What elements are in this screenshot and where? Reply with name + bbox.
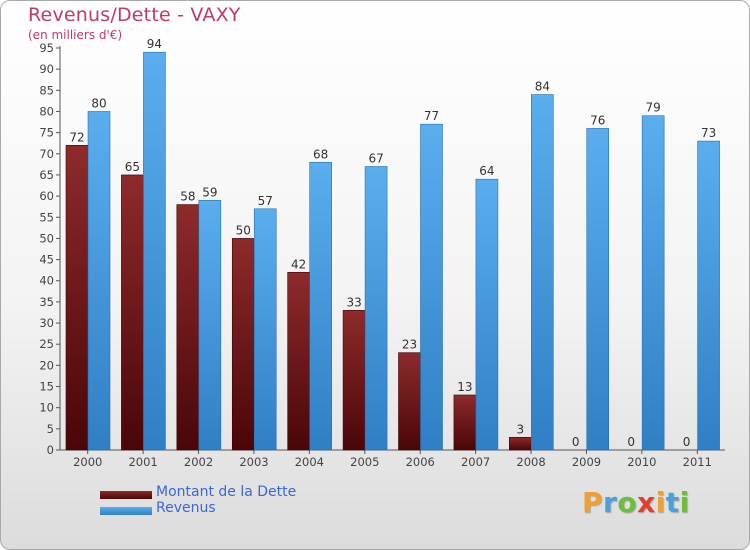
legend-swatch-debt bbox=[100, 491, 152, 499]
proxiti-logo: Proxiti bbox=[582, 486, 690, 519]
y-tick-label: 5 bbox=[47, 422, 54, 436]
y-tick-label: 85 bbox=[39, 83, 54, 97]
y-tick-label: 30 bbox=[39, 316, 54, 330]
bar-debt bbox=[453, 394, 477, 451]
bar-debt bbox=[287, 271, 310, 451]
y-tick-label: 95 bbox=[39, 41, 54, 55]
x-tick-label: 2010 bbox=[627, 455, 656, 469]
bar-revenus bbox=[475, 178, 499, 451]
data-label-debt: 3 bbox=[517, 422, 525, 436]
data-label-debt: 42 bbox=[291, 257, 306, 271]
bar-debt bbox=[176, 204, 200, 451]
x-tick-label: 2001 bbox=[128, 455, 157, 469]
bar-revenus bbox=[143, 51, 166, 451]
y-tick-label: 70 bbox=[39, 147, 54, 161]
y-tick-label: 50 bbox=[39, 231, 54, 245]
legend-label-revenus: Revenus bbox=[156, 500, 216, 516]
data-label-revenus: 84 bbox=[535, 80, 550, 94]
bar-debt bbox=[509, 437, 532, 451]
logo-letter: r bbox=[603, 486, 618, 519]
x-tick-label: 2002 bbox=[184, 455, 213, 469]
data-label-revenus: 57 bbox=[258, 194, 273, 208]
legend-swatch-revenus bbox=[100, 507, 152, 515]
axes: 0510152025303540455055606570758085909520… bbox=[39, 41, 725, 469]
bar-debt bbox=[398, 352, 421, 451]
data-label-debt: 23 bbox=[402, 338, 417, 352]
y-tick-label: 25 bbox=[39, 337, 54, 351]
bar-revenus bbox=[253, 208, 277, 451]
data-label-revenus: 76 bbox=[590, 113, 605, 127]
data-label-revenus: 73 bbox=[701, 126, 716, 140]
x-tick-label: 2000 bbox=[73, 455, 102, 469]
y-tick-label: 90 bbox=[39, 62, 54, 76]
y-tick-label: 35 bbox=[39, 295, 54, 309]
bars: 72 80 65 94 58 59 50 57 42 68 33 67 23 77 13 64 3 84 0 76 0 7… bbox=[65, 37, 720, 451]
bar-revenus bbox=[364, 166, 388, 451]
y-tick-label: 75 bbox=[39, 126, 54, 140]
data-label-debt: 65 bbox=[125, 160, 140, 174]
bar-revenus bbox=[420, 123, 443, 451]
bar-revenus bbox=[198, 200, 222, 451]
y-tick-label: 15 bbox=[39, 380, 54, 394]
logo-letter: x bbox=[637, 486, 656, 519]
y-tick-label: 40 bbox=[39, 274, 54, 288]
data-label-debt: 0 bbox=[572, 435, 580, 449]
y-tick-label: 55 bbox=[39, 210, 54, 224]
y-tick-label: 20 bbox=[39, 358, 54, 372]
logo-letter: P bbox=[582, 486, 604, 519]
x-tick-label: 2008 bbox=[516, 455, 545, 469]
data-label-revenus: 64 bbox=[479, 164, 494, 178]
logo-letter: o bbox=[617, 486, 638, 519]
bar-debt bbox=[231, 238, 255, 451]
chart-subtitle: (en milliers d'€) bbox=[28, 28, 123, 42]
x-tick-label: 2007 bbox=[461, 455, 490, 469]
data-label-revenus: 77 bbox=[424, 109, 439, 123]
bar-revenus bbox=[309, 161, 332, 451]
bar-debt bbox=[342, 310, 366, 451]
y-tick-label: 60 bbox=[39, 189, 54, 203]
data-label-revenus: 94 bbox=[147, 37, 162, 51]
data-label-debt: 58 bbox=[180, 190, 195, 204]
data-label-revenus: 67 bbox=[368, 151, 383, 165]
data-label-debt: 0 bbox=[627, 435, 635, 449]
bar-revenus bbox=[87, 111, 111, 451]
x-tick-label: 2011 bbox=[683, 455, 712, 469]
chart-title: Revenus/Dette - VAXY bbox=[28, 4, 241, 26]
data-label-revenus: 59 bbox=[202, 185, 217, 199]
y-tick-label: 0 bbox=[47, 443, 54, 457]
data-label-revenus: 79 bbox=[646, 101, 661, 115]
data-label-debt: 13 bbox=[457, 380, 472, 394]
x-tick-label: 2005 bbox=[350, 455, 379, 469]
bar-debt bbox=[121, 174, 144, 451]
bar-revenus bbox=[586, 128, 610, 451]
data-label-revenus: 80 bbox=[91, 96, 106, 110]
y-tick-label: 45 bbox=[39, 253, 54, 267]
y-tick-label: 80 bbox=[39, 104, 54, 118]
data-label-debt: 0 bbox=[683, 435, 691, 449]
data-label-debt: 50 bbox=[236, 223, 251, 237]
bar-revenus bbox=[641, 115, 665, 451]
bar-revenus bbox=[531, 94, 554, 451]
data-label-revenus: 68 bbox=[313, 147, 328, 161]
data-label-debt: 33 bbox=[346, 295, 361, 309]
logo-letter: i bbox=[655, 486, 666, 519]
x-tick-label: 2003 bbox=[239, 455, 268, 469]
x-tick-label: 2006 bbox=[406, 455, 435, 469]
x-tick-label: 2009 bbox=[572, 455, 601, 469]
logo-letter: t bbox=[665, 486, 680, 519]
x-tick-label: 2004 bbox=[295, 455, 324, 469]
legend-label-debt: Montant de la Dette bbox=[156, 484, 297, 500]
y-tick-label: 10 bbox=[39, 401, 54, 415]
logo-letter: i bbox=[679, 486, 690, 519]
bar-debt bbox=[65, 145, 89, 451]
y-tick-label: 65 bbox=[39, 168, 54, 182]
data-label-debt: 72 bbox=[69, 130, 84, 144]
bar-revenus bbox=[697, 140, 720, 451]
